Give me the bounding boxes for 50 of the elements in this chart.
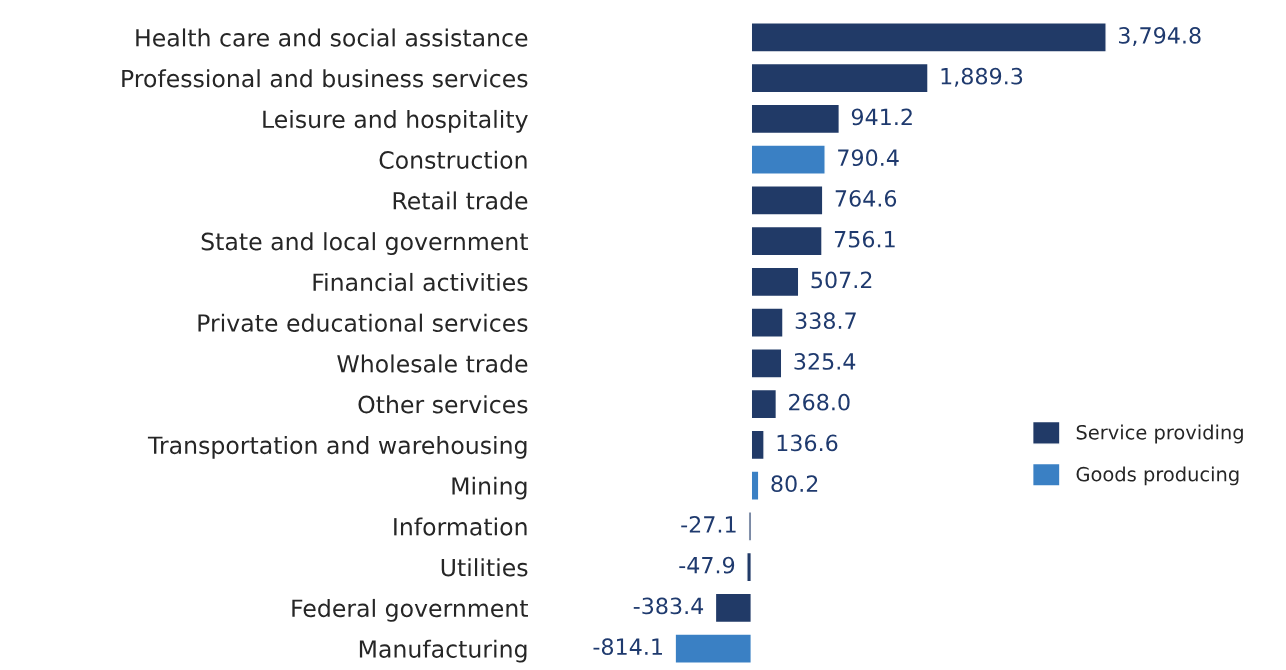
y-tick-label: State and local government — [201, 232, 528, 256]
bar — [750, 225, 823, 257]
bar — [748, 511, 752, 542]
bar — [750, 307, 784, 338]
y-tick-label: Leisure and hospitality — [263, 109, 528, 133]
bar — [714, 592, 752, 624]
data-label: 764.6 — [835, 190, 897, 207]
data-label: 325.4 — [794, 353, 856, 370]
bar — [750, 144, 826, 175]
y-tick-label: Mining — [452, 476, 527, 500]
y-tick-label: Professional and business services — [122, 69, 528, 88]
y-tick-label: Construction — [379, 150, 527, 169]
bar — [750, 470, 760, 501]
data-label: 136.6 — [777, 434, 838, 452]
bar — [750, 103, 841, 135]
bar — [750, 348, 783, 379]
bar — [674, 633, 752, 664]
y-tick-label: Health care and social assistance — [136, 28, 528, 47]
bar — [750, 388, 778, 420]
y-tick-label: Transportation and warehousing — [147, 435, 527, 459]
y-tick-label: Private educational services — [198, 313, 528, 332]
data-label: 507.2 — [811, 271, 872, 289]
y-tick-label: Financial activities — [313, 272, 528, 292]
y-tick-label: Other services — [358, 395, 528, 414]
bar — [750, 429, 765, 461]
data-label: 268.0 — [789, 393, 850, 411]
y-tick-label: Retail trade — [393, 191, 528, 210]
y-tick-label: Manufacturing — [359, 639, 527, 663]
bar — [750, 266, 800, 298]
data-label: -47.9 — [679, 556, 735, 574]
bar — [750, 185, 824, 216]
data-label: 941.2 — [851, 108, 912, 126]
bar — [746, 551, 752, 583]
data-label: 3,794.8 — [1119, 27, 1201, 47]
data-label: -27.1 — [681, 516, 736, 533]
data-label: 1,889.3 — [941, 67, 1023, 87]
y-tick-label: Federal government — [292, 598, 528, 622]
legend-label: Goods producing — [1076, 466, 1239, 486]
y-tick-label: Information — [394, 517, 527, 536]
data-label: 338.7 — [795, 312, 856, 330]
data-label: -383.4 — [633, 597, 704, 615]
legend-label: Service providing — [1076, 424, 1243, 444]
bar — [750, 22, 1107, 53]
y-tick-label: Wholesale trade — [337, 354, 528, 373]
data-label: 756.1 — [834, 230, 895, 248]
data-label: 80.2 — [771, 475, 818, 493]
bar — [750, 62, 929, 94]
y-tick-label: Utilities — [441, 558, 528, 577]
data-label: -814.1 — [593, 638, 662, 656]
data-label: 790.4 — [838, 149, 899, 167]
